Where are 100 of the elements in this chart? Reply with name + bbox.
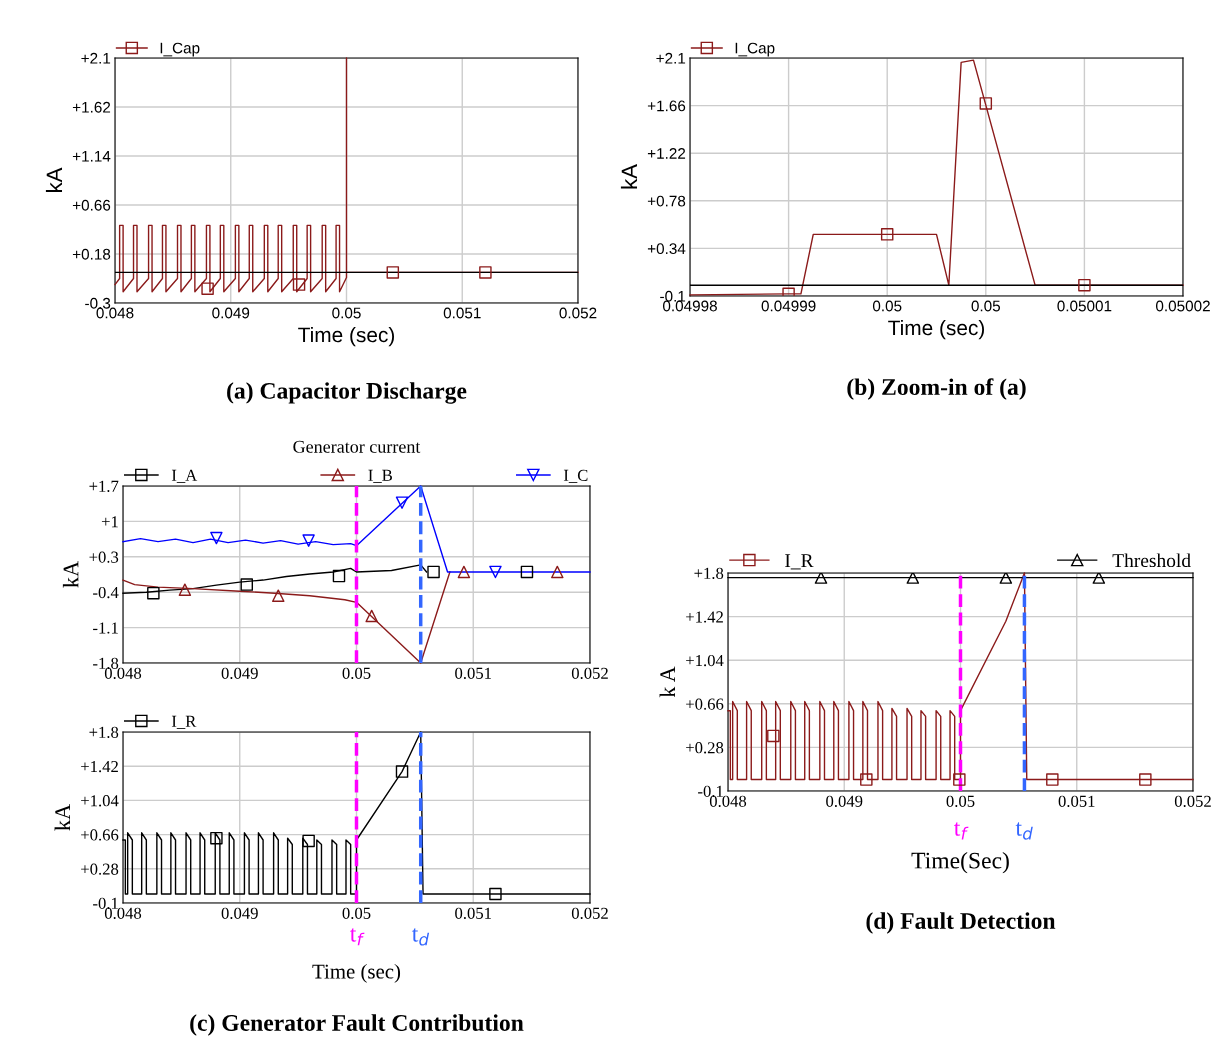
point (1139, 773, 1152, 786)
legend-label: I_A (171, 469, 198, 483)
y-tick-label: +1.04 (81, 795, 119, 807)
x-tick-label: 0.04998 (662, 300, 717, 312)
y-tick-label: +1.7 (89, 480, 119, 493)
y-axis-title: k A (659, 666, 675, 698)
x-tick-label: 0.05 (946, 795, 975, 807)
x-tick-label: 0.048 (96, 307, 134, 319)
x-tick-label: 0.048 (104, 667, 142, 679)
y-tick-label: +0.18 (72, 248, 111, 260)
point (395, 765, 409, 778)
y-axis-title: kA (45, 167, 63, 192)
point (479, 266, 492, 279)
y-tick-label: -0.1 (698, 785, 723, 798)
text: (c) Generator Fault Contribution (190, 1014, 524, 1036)
point (386, 266, 400, 279)
point (457, 565, 471, 579)
y-axis-title: kA (620, 164, 638, 189)
x-tick-label: 0.051 (1058, 795, 1095, 807)
x-axis-title: Time(Sec) (911, 851, 1009, 874)
line-series (122, 571, 451, 664)
point (332, 569, 346, 583)
x-tick-label: 0.051 (455, 667, 491, 679)
y-tick-label: +1.62 (72, 101, 111, 113)
y-tick-label: +1.8 (89, 726, 119, 739)
x-tick-label: 0.04999 (761, 300, 816, 312)
x-tick-label: 0.048 (104, 907, 142, 919)
point (292, 278, 306, 291)
y-tick-label: +2.1 (81, 52, 111, 64)
chart-title: Generator current (293, 440, 421, 453)
point (860, 773, 873, 786)
y-tick-label: +2.1 (656, 52, 686, 64)
legend-label: I_Cap (160, 42, 200, 57)
point (427, 565, 440, 579)
y-tick-label: +0.28 (81, 863, 119, 875)
text: (a) Capacitor Discharge (227, 382, 467, 404)
x-tick-label: 0.05 (342, 667, 371, 679)
point (178, 583, 192, 596)
x-tick-label: 0.05 (971, 300, 1001, 312)
legend-label: I_C (563, 469, 588, 483)
y-tick-label: +0.3 (89, 551, 119, 563)
point (520, 565, 534, 579)
point (147, 586, 160, 600)
legend-label: Threshold (1112, 553, 1191, 568)
point (551, 565, 564, 579)
point (999, 573, 1013, 584)
x-tick-label: 0.052 (559, 307, 597, 319)
y-tick-label: +0.66 (686, 698, 724, 710)
point (906, 573, 920, 584)
point (302, 534, 315, 547)
y-tick-label: +1.22 (647, 148, 686, 159)
point (210, 831, 223, 845)
y-axis-title: kA (54, 804, 70, 831)
y-tick-label: +0.28 (686, 742, 724, 754)
legend-label: I_R (785, 554, 814, 570)
y-tick-label: +1 (101, 516, 118, 528)
y-tick-label: +1.8 (694, 567, 724, 580)
x-tick-label: 0.049 (221, 667, 258, 679)
y-tick-label: -0.4 (93, 586, 119, 599)
legend-label: I_B (368, 469, 392, 483)
point (395, 496, 409, 509)
x-tick-label: 0.05 (872, 300, 902, 312)
text: (d) Fault Detection (866, 912, 1056, 934)
text: (b) Zoom-in of (a) (847, 378, 1026, 400)
y-tick-label: +1.04 (686, 654, 724, 667)
y-tick-label: +1.42 (686, 611, 723, 623)
ref-line-label: t$_{f}$ (954, 822, 969, 840)
y-tick-label: +1.42 (81, 760, 118, 773)
x-tick-label: 0.048 (709, 795, 747, 807)
point (210, 531, 223, 545)
point (302, 834, 315, 848)
point (767, 729, 780, 743)
y-tick-label: -0.1 (93, 897, 118, 910)
y-tick-label: -0.1 (660, 290, 686, 302)
x-tick-label: 0.052 (571, 667, 608, 679)
point (953, 773, 966, 786)
point (1092, 573, 1106, 584)
x-tick-label: 0.052 (1174, 795, 1211, 807)
x-tick-label: 0.05001 (1057, 300, 1112, 312)
legend-label: I_Cap (735, 42, 775, 57)
x-axis-title: Time (sec) (888, 319, 985, 340)
y-tick-label: +0.78 (647, 195, 686, 207)
x-tick-label: 0.05 (332, 307, 361, 319)
point (1046, 773, 1059, 786)
y-tick-label: -1.1 (93, 622, 118, 634)
ref-line-label: t$_{f}$ (350, 928, 365, 946)
x-axis-title: Time (sec) (298, 326, 395, 347)
point (814, 573, 828, 584)
x-tick-label: 0.05002 (1155, 300, 1210, 312)
y-tick-label: +0.66 (81, 829, 119, 841)
y-tick-label: +0.66 (72, 199, 111, 211)
point (272, 589, 285, 602)
ref-line-label: t$_{d}$ (1015, 822, 1033, 840)
x-tick-label: 0.05 (342, 907, 371, 919)
point (201, 282, 214, 295)
x-tick-label: 0.049 (826, 795, 863, 807)
point (240, 578, 254, 591)
x-axis-title: Time (sec) (312, 963, 401, 983)
ref-line-label: t$_{d}$ (411, 928, 430, 946)
x-tick-label: 0.051 (443, 307, 481, 319)
